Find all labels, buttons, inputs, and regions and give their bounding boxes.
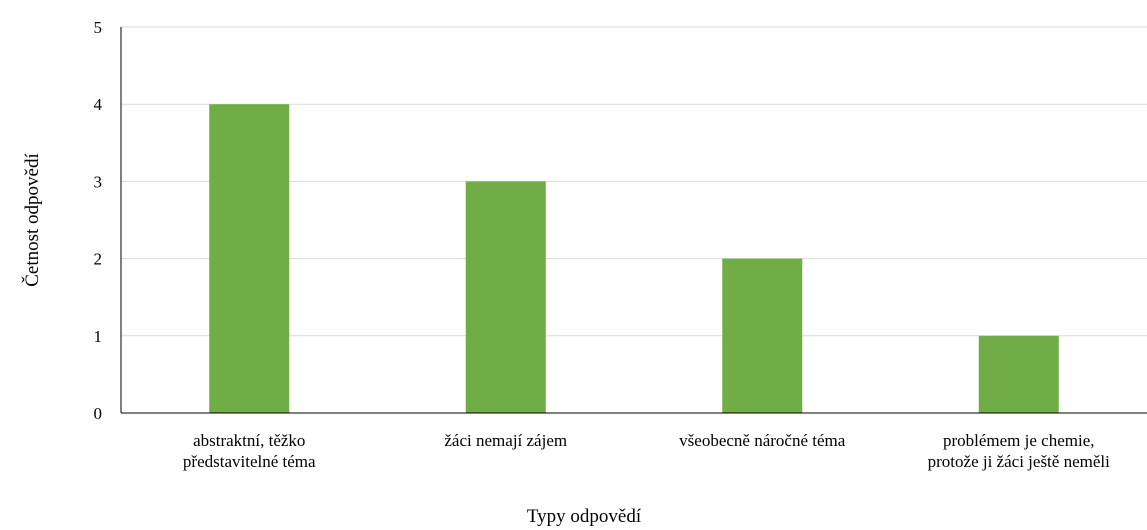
y-tick-label: 4 (94, 95, 103, 114)
bar (978, 335, 1059, 413)
x-tick-labels: abstraktní, těžko představitelné téma žáci… (183, 431, 1110, 471)
y-axis-title: Četnost odpovědí (21, 153, 43, 287)
gridlines (121, 26, 1147, 337)
bar (465, 181, 546, 413)
axes (120, 27, 1147, 414)
x-tick-label: problémem je chemie, protože ji žáci ješt… (928, 431, 1110, 471)
x-tick-label: všeobecně náročné téma (679, 431, 846, 450)
x-tick-label: abstraktní, těžko představitelné téma (183, 431, 316, 471)
bar (722, 258, 803, 413)
bars (209, 104, 1059, 413)
y-tick-label: 1 (94, 327, 103, 346)
x-tick-label: žáci nemají zájem (444, 431, 567, 450)
y-tick-label: 2 (94, 250, 103, 269)
y-tick-label: 3 (94, 172, 103, 191)
x-axis-title: Typy odpovědí (527, 506, 642, 527)
bar (209, 104, 290, 413)
y-tick-labels: 0 1 2 3 4 5 (94, 18, 103, 423)
y-tick-label: 5 (94, 18, 103, 37)
y-tick-label: 0 (94, 404, 103, 423)
